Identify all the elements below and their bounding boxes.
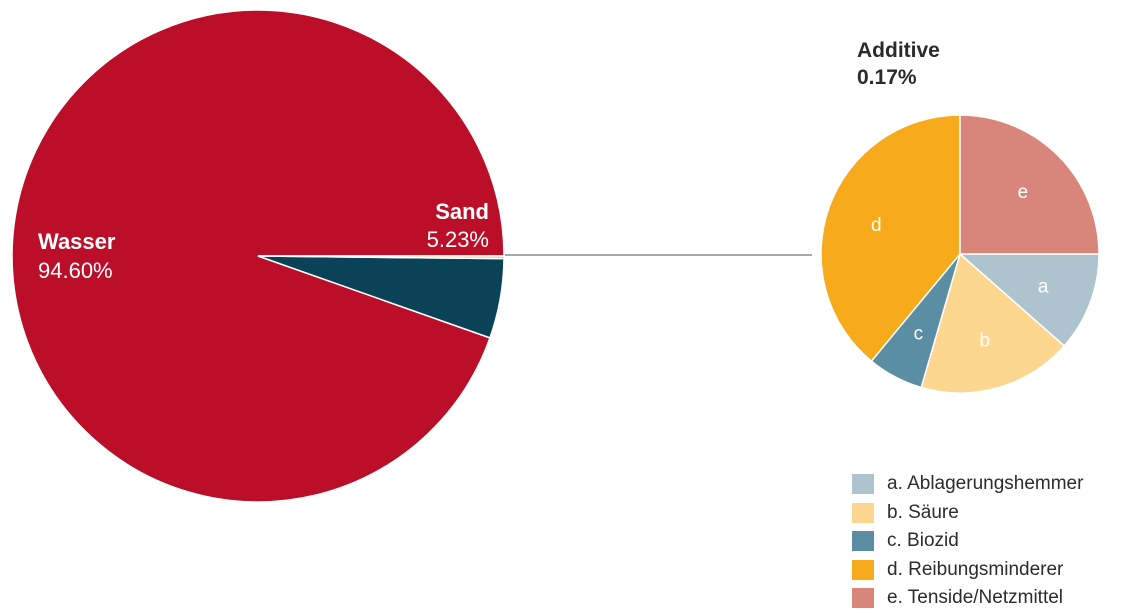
legend-label-e: e. Tenside/Netzmittel (887, 587, 1064, 609)
additive-slice-d (820, 114, 961, 363)
additive-slice-label-d: d (871, 215, 882, 236)
legend-item-b: b. Säure (852, 499, 1083, 528)
slice-label-wasser: Wasser (38, 229, 116, 254)
legend-item-c: c. Biozid (852, 527, 1083, 556)
legend-swatch-b (852, 502, 874, 523)
additive-slice-label-e: e (1018, 182, 1029, 203)
pie-slice-additive (257, 255, 505, 260)
legend-swatch-e (852, 588, 874, 609)
legend-swatch-c (852, 531, 874, 552)
main-pie: Wasser 94.60% Sand 5.23% (11, 9, 505, 503)
slice-label-sand: Sand (435, 199, 489, 224)
legend-label-a: a. Ablagerungshemmer (887, 473, 1084, 495)
additive-slice-label-b: b (980, 330, 991, 351)
slice-value-wasser: 94.60% (38, 258, 113, 283)
slice-value-sand: 5.23% (427, 227, 489, 252)
additive-slice-label-c: c (914, 324, 924, 345)
additive-title: Additive (857, 39, 940, 62)
legend-label-b: b. Säure (887, 501, 959, 523)
additive-value: 0.17% (857, 66, 917, 89)
additive-slice-a (958, 253, 1100, 347)
additive-slice-e (959, 114, 1100, 255)
legend-label-c: c. Biozid (887, 530, 959, 552)
additive-slice-b (920, 252, 1066, 394)
additive-slice-label-a: a (1038, 276, 1049, 297)
legend-item-a: a. Ablagerungshemmer (852, 470, 1083, 499)
legend-swatch-d (852, 559, 874, 580)
legend-label-d: d. Reibungsminderer (887, 558, 1064, 580)
additive-pie: a b c d e (820, 114, 1100, 394)
legend-item-e: e. Tenside/Netzmittel (852, 584, 1083, 613)
legend-swatch-a (852, 474, 874, 495)
legend-item-d: d. Reibungsminderer (852, 556, 1083, 585)
legend: a. Ablagerungshemmer b. Säure c. Biozid d. … (852, 470, 1083, 613)
